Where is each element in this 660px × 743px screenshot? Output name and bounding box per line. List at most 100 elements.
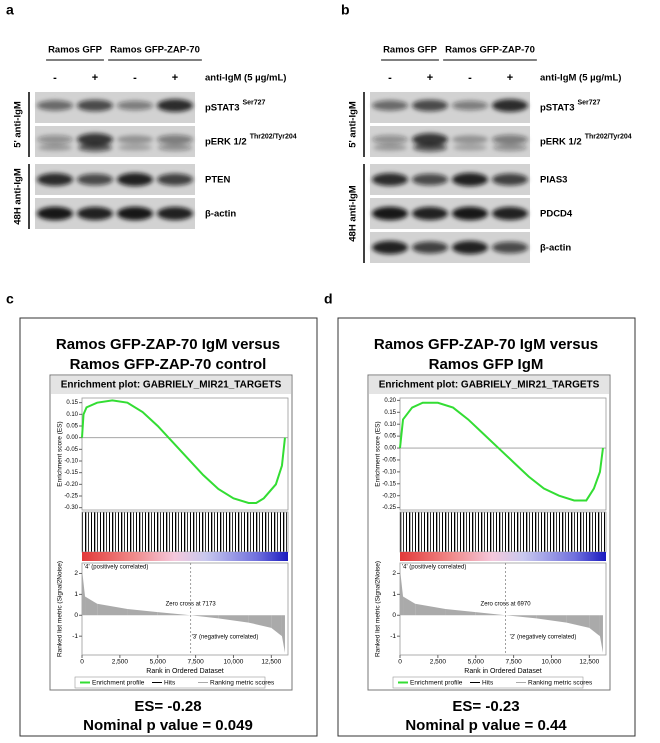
band: [117, 206, 153, 221]
legend-label: Hits: [482, 680, 494, 687]
ranking-area: [218, 615, 249, 623]
legend-box: [74, 676, 266, 689]
section-label: 48H anti-IgM: [348, 185, 359, 242]
band: [452, 206, 488, 221]
ranking-area: [97, 603, 128, 616]
ranking-area: [536, 615, 567, 623]
negative-label: '3' (negatively correlated): [192, 635, 259, 641]
y-tick-label: 0.20: [384, 398, 396, 404]
protein-label: pERK 1/2 Thr202/Tyr204: [205, 133, 297, 147]
ranking-area: [566, 615, 590, 628]
protein-name: PDCD4: [540, 208, 573, 219]
band: [372, 173, 408, 186]
band: [37, 173, 73, 186]
y-tick-label: 0.15: [66, 400, 78, 406]
y2-tick-label: -1: [72, 633, 78, 640]
correlation-heatmap: [82, 552, 288, 561]
band: [78, 143, 112, 152]
ranking-area: [127, 609, 158, 616]
x-tick-label: 2,500: [112, 659, 129, 666]
treatment-label: anti-IgM (5 µg/mL): [540, 73, 621, 84]
band: [452, 100, 488, 111]
ranking-area: [248, 615, 272, 628]
x-tick-label: 7,500: [187, 659, 204, 666]
treatment-sign: +: [172, 72, 178, 84]
treatment-sign: -: [133, 72, 137, 84]
y-tick-label: -0.05: [382, 458, 396, 464]
y2-tick-label: 0: [74, 612, 78, 619]
band: [372, 100, 408, 111]
band: [157, 206, 193, 221]
band: [452, 172, 488, 187]
x-tick-label: 10,000: [542, 659, 562, 666]
blot-bands: [372, 172, 528, 187]
ranking-area: [505, 615, 537, 619]
band: [37, 206, 73, 221]
y2-tick-label: 2: [74, 570, 78, 577]
band: [77, 99, 113, 112]
es-axes: [81, 397, 289, 511]
negative-label: '2' (negatively correlated): [510, 635, 577, 641]
band: [453, 144, 487, 151]
y-tick-label: 0.10: [384, 422, 396, 428]
x-tick-label: 12,500: [261, 659, 281, 666]
band: [37, 135, 73, 144]
plot-title: Enrichment plot: GABRIELY_MIR21_TARGETS: [379, 380, 600, 391]
ranking-area: [82, 569, 86, 616]
protein-label: PDCD4: [540, 208, 573, 219]
legend-label: Enrichment profile: [92, 680, 145, 687]
section-label: 5' anti-IgM: [348, 101, 359, 148]
blot-bands: [37, 172, 193, 187]
protein-name: PIAS3: [540, 174, 567, 185]
ranking-area: [445, 609, 476, 616]
y-tick-label: 0.10: [66, 412, 78, 418]
ranking-area: [403, 596, 416, 616]
protein-label: β-actin: [540, 242, 571, 253]
protein-label: pERK 1/2 Thr202/Tyr204: [540, 133, 632, 147]
blot-bands: [372, 99, 528, 112]
ranking-area: [415, 603, 446, 616]
band: [413, 143, 447, 152]
es-axes: [399, 397, 607, 511]
y-tick-label: -0.20: [64, 482, 78, 488]
panel-title: Ramos GFP-ZAP-70 IgM versus: [56, 336, 280, 353]
band: [492, 241, 528, 254]
protein-site: Thr202/Tyr204: [250, 133, 297, 140]
y-tick-label: -0.15: [64, 470, 78, 476]
plot-title-bar: [369, 376, 609, 394]
protein-label: β-actin: [205, 208, 236, 219]
y-tick-label: 0.00: [384, 446, 396, 452]
positive-label: '4' (positively correlated): [84, 565, 148, 571]
band: [372, 240, 408, 255]
band: [372, 206, 408, 221]
group-label: Ramos GFP: [48, 45, 103, 56]
treatment-sign: +: [507, 72, 513, 84]
band: [77, 133, 113, 146]
protein-label: PIAS3: [540, 174, 567, 185]
band: [452, 240, 488, 255]
blot-bands: [372, 240, 528, 255]
ranking-area: [271, 615, 282, 637]
band: [412, 99, 448, 112]
band: [77, 206, 113, 221]
protein-label: pSTAT3 Ser727: [540, 99, 601, 113]
treatment-sign: +: [427, 72, 433, 84]
band: [157, 99, 193, 112]
treatment-sign: -: [468, 72, 472, 84]
hits-strip: [81, 511, 289, 553]
y2-axis-label: Ranked list metric (Signal2Noise): [57, 561, 64, 657]
y-tick-label: 0.05: [384, 434, 396, 440]
y-axis-label: Enrichment score (ES): [57, 421, 64, 486]
ranking-area: [475, 612, 506, 616]
band: [492, 206, 528, 221]
band: [372, 135, 408, 144]
hits-strip: [399, 511, 607, 553]
group-label: Ramos GFP-ZAP-70: [445, 45, 535, 56]
y2-tick-label: 0: [392, 612, 396, 619]
legend-label: Ranking metric scores: [528, 680, 593, 687]
y-tick-label: -0.10: [64, 459, 78, 465]
blot-bands: [37, 133, 193, 152]
x-axis-label: Rank in Ordered Dataset: [464, 668, 541, 675]
y-tick-label: 0.00: [66, 435, 78, 441]
es-value: ES= -0.28: [134, 698, 201, 715]
